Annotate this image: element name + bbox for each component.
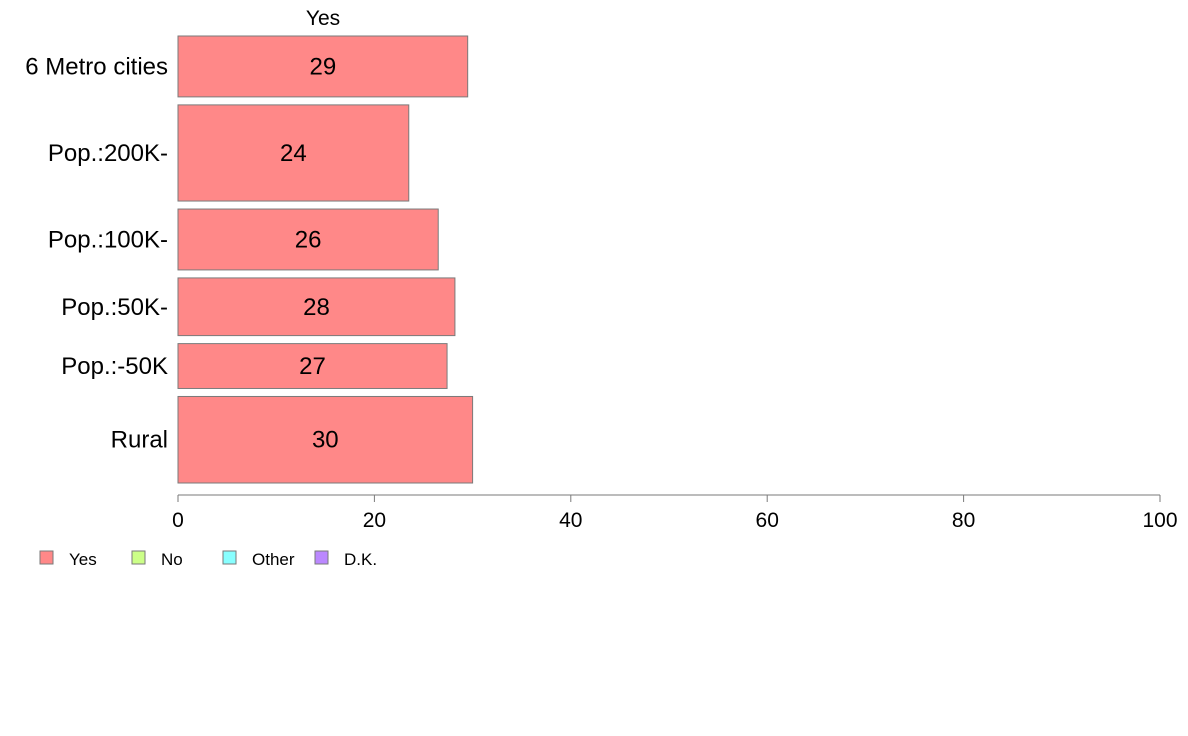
bar-value-label: 28 — [303, 294, 330, 321]
x-tick-label: 0 — [172, 509, 184, 532]
bar-value-label: 27 — [299, 353, 326, 380]
x-tick-label: 80 — [952, 509, 975, 532]
category-label: Rural — [111, 427, 168, 454]
chart-title: Yes — [306, 7, 340, 30]
category-label: Pop.:50K- — [61, 294, 168, 321]
bar-value-label: 30 — [312, 427, 339, 454]
x-tick-label: 100 — [1142, 509, 1177, 532]
category-label: Pop.:100K- — [48, 226, 168, 253]
bar-yes-3 — [177, 277, 456, 337]
bars-group — [177, 35, 474, 484]
x-tick-label: 60 — [756, 509, 779, 532]
x-tick-label: 20 — [363, 509, 386, 532]
legend-label: No — [161, 550, 183, 569]
bar-yes-4 — [177, 343, 448, 389]
legend-swatch-other — [222, 550, 237, 565]
bar-value-label: 29 — [309, 53, 336, 80]
legend-swatch-d-k- — [314, 550, 329, 565]
bar-value-label: 24 — [280, 140, 307, 167]
category-labels-group: 6 Metro cities Pop.:200K- Pop.:100K- Pop.:5… — [25, 53, 168, 453]
bar-yes-0 — [177, 35, 469, 98]
category-label: 6 Metro cities — [25, 53, 168, 80]
legend: Yes No Other D.K. — [39, 550, 377, 569]
legend-label: Yes — [69, 550, 97, 569]
bar-yes-1 — [177, 104, 410, 202]
legend-label: D.K. — [344, 550, 377, 569]
legend-swatch-yes — [39, 550, 54, 565]
legend-label: Other — [252, 550, 295, 569]
bar-yes-2 — [177, 208, 439, 271]
bar-value-label: 26 — [295, 226, 322, 253]
x-tick-label: 40 — [559, 509, 582, 532]
bar-yes-5 — [177, 395, 474, 484]
legend-swatch-no — [131, 550, 146, 565]
x-axis: 0 20 40 60 80 100 — [172, 494, 1178, 532]
category-label: Pop.:-50K — [61, 353, 168, 380]
bar-labels-group: 29 24 26 28 27 30 — [280, 53, 339, 453]
category-label: Pop.:200K- — [48, 140, 168, 167]
